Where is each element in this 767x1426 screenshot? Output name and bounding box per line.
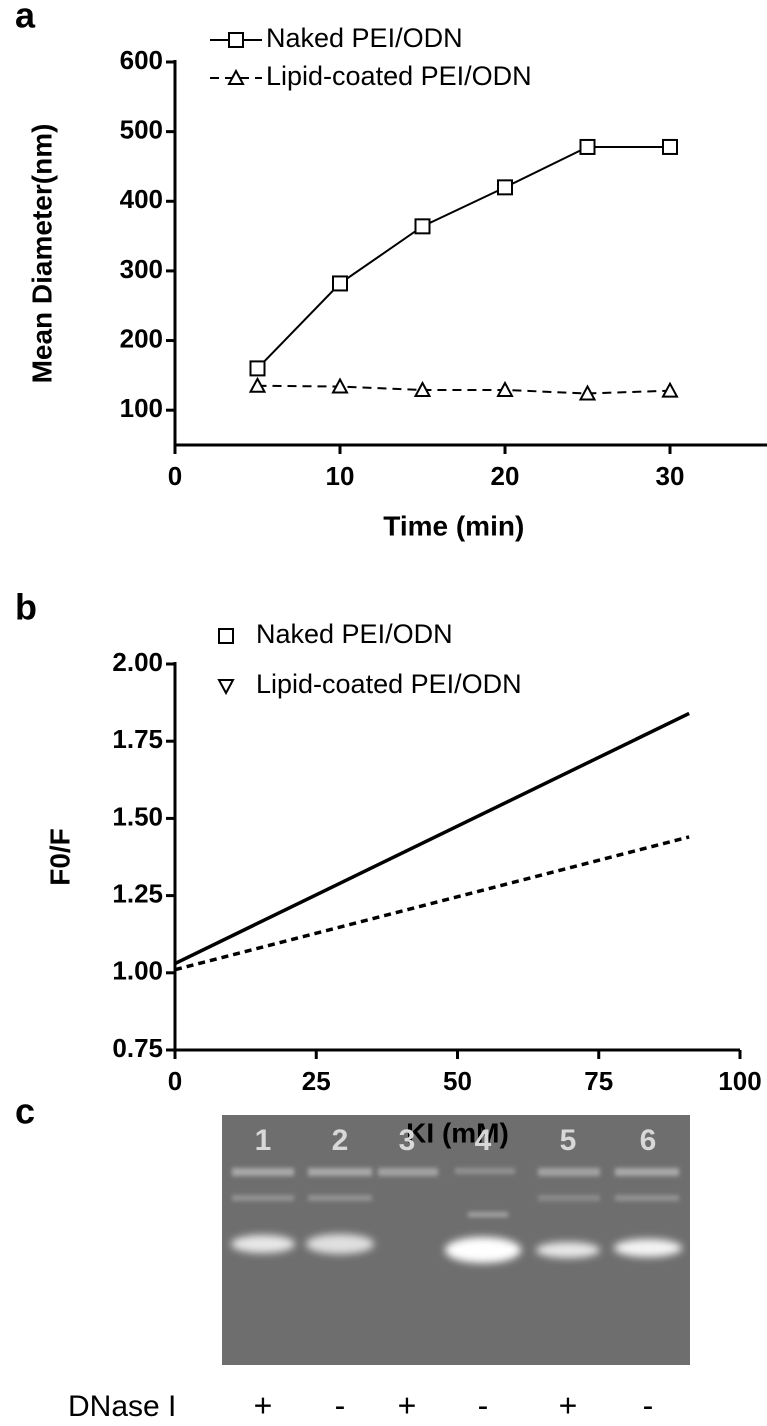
marker — [332, 275, 348, 292]
series-line — [174, 711, 690, 966]
marker — [413, 380, 432, 397]
marker — [578, 384, 597, 401]
marker — [661, 381, 679, 398]
y-axis-label: Mean Diameter(nm) — [26, 124, 57, 384]
x-tick-label: 0 — [168, 461, 182, 491]
treatment-sign: - — [478, 1387, 489, 1423]
lane-number: 6 — [640, 1124, 657, 1157]
y-tick-label: 400 — [120, 184, 163, 214]
y-tick-label: 500 — [120, 115, 163, 145]
y-tick-label: 0.75 — [112, 1033, 163, 1063]
panel-label: a — [15, 0, 36, 36]
y-tick-label: 1.00 — [112, 956, 163, 986]
legend-marker — [228, 32, 244, 48]
treatment-sign: + — [254, 1387, 273, 1423]
lane-number: 5 — [560, 1124, 577, 1157]
x-axis-label: Time (min) — [383, 510, 524, 541]
x-tick-label: 75 — [584, 1066, 613, 1096]
y-tick-label: 1.25 — [112, 878, 163, 908]
marker — [497, 179, 513, 196]
series-line — [256, 145, 670, 370]
marker — [496, 380, 514, 397]
legend-label: Naked PEI/ODN — [256, 619, 453, 649]
y-tick-label: 1.75 — [112, 724, 163, 754]
treatment-sign: - — [335, 1387, 346, 1423]
marker — [331, 377, 349, 394]
y-axis-label: F0/F — [44, 828, 75, 886]
lane-number: 4 — [475, 1124, 492, 1157]
x-tick-label: 100 — [718, 1066, 761, 1096]
lane-number: 2 — [332, 1124, 349, 1157]
treatment-sign: - — [643, 1387, 654, 1423]
y-tick-label: 600 — [120, 45, 163, 75]
marker — [662, 138, 678, 155]
x-tick-label: 0 — [168, 1066, 182, 1096]
lane-number: 1 — [255, 1124, 272, 1157]
panel-label: c — [15, 1091, 35, 1132]
marker — [579, 138, 596, 155]
x-tick-label: 10 — [326, 461, 355, 491]
y-tick-label: 2.00 — [112, 647, 163, 677]
legend-label: Naked PEI/ODN — [266, 23, 463, 53]
legend-marker — [227, 68, 245, 85]
y-tick-label: 200 — [120, 323, 163, 353]
treatment-sign: + — [559, 1387, 578, 1423]
x-tick-label: 25 — [302, 1066, 331, 1096]
legend-label: Lipid-coated PEI/ODN — [266, 61, 532, 91]
x-tick-label: 20 — [491, 461, 520, 491]
marker — [414, 218, 431, 235]
y-tick-label: 300 — [120, 254, 163, 284]
legend-marker — [217, 679, 235, 696]
series-line — [257, 384, 671, 395]
gel-image — [222, 1115, 690, 1365]
x-tick-label: 50 — [443, 1066, 472, 1096]
lane-number: 3 — [399, 1124, 416, 1157]
x-axis-label: KI (mM) — [406, 1117, 509, 1148]
legend-label: Lipid-coated PEI/ODN — [256, 669, 522, 699]
row-label: DNase I — [68, 1390, 176, 1423]
y-tick-label: 1.50 — [112, 801, 163, 831]
marker — [248, 376, 267, 393]
legend-marker — [218, 628, 234, 644]
x-tick-label: 30 — [656, 461, 685, 491]
marker — [249, 360, 266, 377]
series-line — [174, 835, 690, 972]
panel-label: b — [15, 587, 37, 628]
treatment-sign: + — [398, 1387, 417, 1423]
y-tick-label: 100 — [120, 393, 163, 423]
